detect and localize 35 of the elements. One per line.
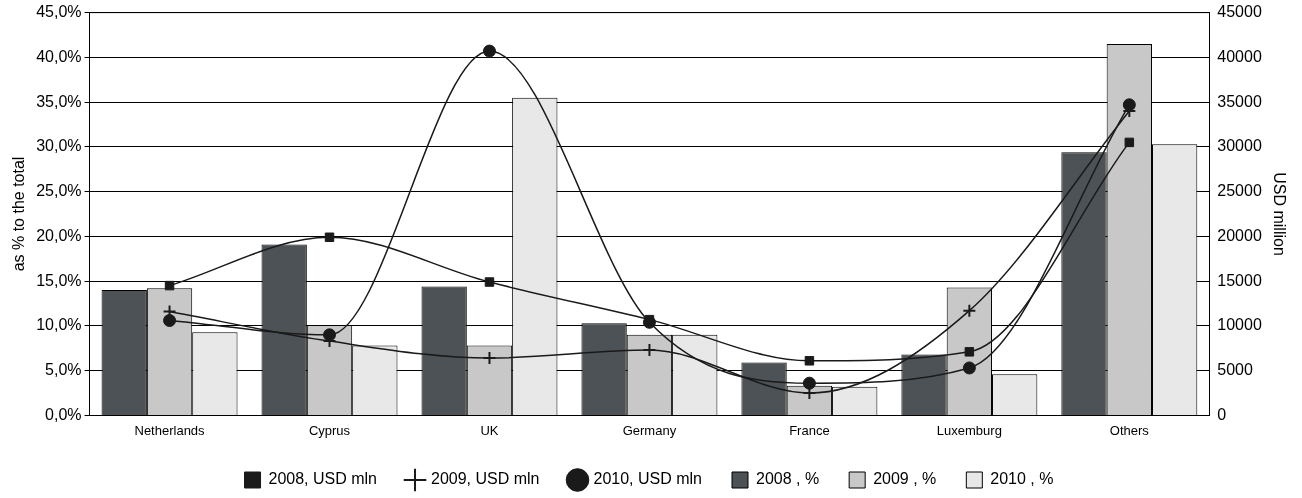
y-tick-label: 45,0%: [36, 3, 82, 21]
x-tick-label: Luxemburg: [936, 422, 1002, 438]
y2-tick-label: 45000: [1217, 3, 1262, 21]
x-tick-label: France: [789, 422, 830, 438]
y-tick-label: 35,0%: [36, 92, 82, 110]
y-axis-title: as % to the total: [10, 156, 28, 272]
y-tick-label: 25,0%: [36, 182, 82, 200]
legend-label: 2010 , %: [990, 470, 1054, 488]
y2-tick-label: 10000: [1217, 316, 1262, 334]
y2-tick-label: 35000: [1217, 92, 1262, 110]
y-tick-label: 15,0%: [36, 271, 82, 289]
y-tick-label: 0,0%: [45, 405, 82, 423]
y-tick-label: 40,0%: [36, 47, 82, 65]
x-tick-label: Cyprus: [308, 422, 351, 438]
y2-tick-label: 40000: [1217, 47, 1262, 65]
legend-label: 2009 , %: [873, 470, 937, 488]
legend-label: 2008, USD mln: [268, 470, 378, 488]
y2-tick-label: 20000: [1217, 226, 1262, 244]
y-tick-label: 10,0%: [36, 316, 82, 334]
y-tick-label: 20,0%: [36, 226, 82, 244]
x-tick-label: Netherlands: [134, 422, 206, 438]
legend-label: 2008 , %: [756, 470, 820, 488]
x-tick-label: Germany: [622, 422, 677, 438]
y2-tick-label: 25000: [1217, 182, 1262, 200]
x-tick-label: UK: [480, 422, 499, 438]
y2-axis-title: USD million: [1270, 172, 1288, 256]
y-tick-label: 30,0%: [36, 137, 82, 155]
y2-tick-label: 0: [1217, 405, 1227, 423]
y2-tick-label: 30000: [1217, 137, 1262, 155]
x-tick-label: Others: [1109, 422, 1150, 438]
legend-label: 2010, USD mln: [593, 470, 703, 488]
y2-tick-label: 15000: [1217, 271, 1262, 289]
legend-label: 2009, USD mln: [431, 470, 540, 488]
y-tick-label: 5,0%: [45, 361, 82, 379]
y2-tick-label: 5000: [1217, 361, 1253, 379]
